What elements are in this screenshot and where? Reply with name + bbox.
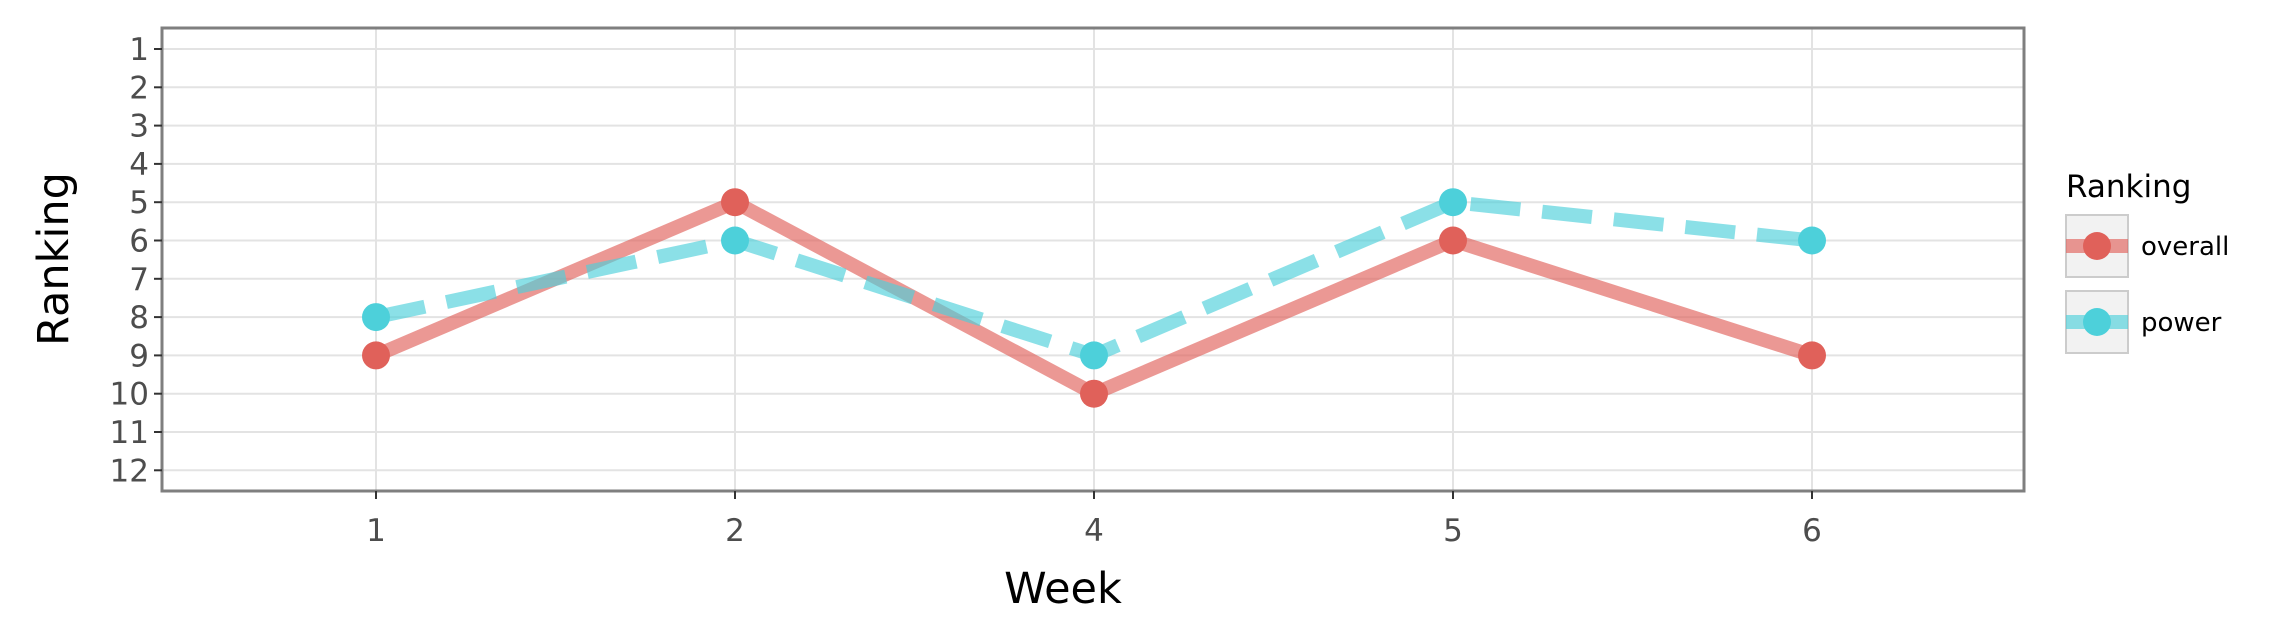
legend: Ranking overall power (2065, 169, 2229, 354)
y-tick-label: 8 (129, 300, 149, 336)
x-axis-title: Week (1004, 564, 1122, 614)
data-point-power (1439, 188, 1467, 217)
data-point-overall (1439, 226, 1467, 255)
y-tick-label: 2 (129, 70, 149, 106)
y-tick-label: 12 (110, 453, 149, 489)
x-tick-label: 1 (366, 513, 386, 549)
y-tick-label: 11 (110, 415, 149, 451)
x-tick-label: 2 (725, 513, 745, 549)
y-tick-label: 5 (129, 185, 149, 221)
data-point-power (1798, 226, 1826, 255)
legend-items: overall power (2065, 214, 2229, 354)
data-point-overall (1798, 341, 1826, 370)
x-tick-label: 4 (1084, 513, 1104, 549)
legend-key-point-power (2083, 308, 2111, 336)
data-point-power (1080, 341, 1108, 370)
y-tick-label: 10 (110, 377, 149, 413)
data-point-power (721, 226, 749, 255)
y-tick-label: 1 (129, 32, 149, 68)
x-tick-label: 5 (1443, 513, 1463, 549)
series-points (362, 188, 1826, 408)
grid-lines (162, 28, 2024, 491)
legend-key-point-overall (2083, 232, 2111, 260)
legend-label-overall: overall (2141, 232, 2229, 262)
data-point-power (362, 303, 390, 332)
y-tick-label: 3 (129, 109, 149, 145)
y-tick-label: 9 (129, 338, 149, 374)
y-tick-label: 4 (129, 147, 149, 183)
y-tick-label: 7 (129, 262, 149, 298)
legend-label-power: power (2141, 308, 2222, 338)
y-tick-label: 6 (129, 224, 149, 260)
x-tick-label: 6 (1802, 513, 1822, 549)
data-point-overall (362, 341, 390, 370)
y-axis-title: Ranking (29, 172, 79, 346)
legend-title: Ranking (2066, 169, 2191, 205)
data-point-overall (721, 188, 749, 217)
data-point-overall (1080, 379, 1108, 408)
x-axis-ticks: 1 2 4 5 6 (366, 491, 1822, 549)
